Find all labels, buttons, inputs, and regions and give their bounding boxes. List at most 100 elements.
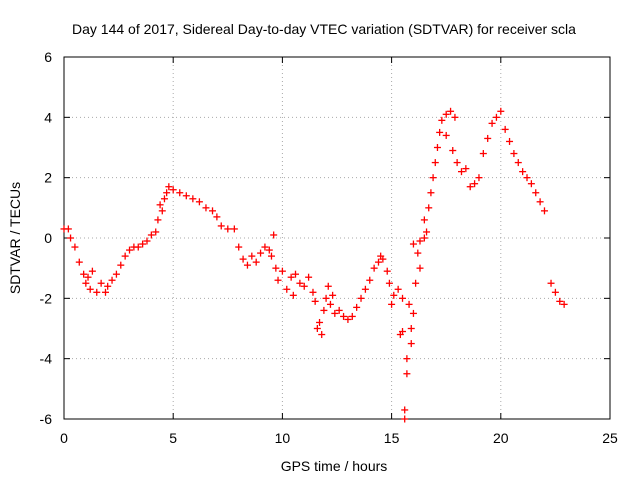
- data-point: [134, 243, 142, 251]
- data-point: [335, 306, 343, 314]
- data-point: [97, 279, 105, 287]
- data-point: [243, 261, 251, 269]
- data-point: [104, 282, 112, 290]
- data-point: [506, 137, 514, 145]
- data-point: [278, 267, 286, 275]
- data-point: [492, 113, 500, 121]
- data-series-sdtvar: [60, 107, 568, 423]
- data-point: [416, 237, 424, 245]
- data-point: [510, 150, 518, 158]
- data-point: [309, 288, 317, 296]
- data-point: [152, 228, 160, 236]
- y-tick-label: -6: [40, 411, 53, 427]
- data-point: [326, 300, 334, 308]
- data-point: [383, 267, 391, 275]
- data-point: [224, 225, 232, 233]
- data-point: [165, 183, 173, 191]
- data-point: [84, 273, 92, 281]
- data-point: [361, 285, 369, 293]
- data-point: [442, 131, 450, 139]
- data-point: [296, 279, 304, 287]
- data-point: [425, 204, 433, 212]
- data-point: [267, 252, 275, 260]
- data-point: [147, 231, 155, 239]
- data-point: [390, 291, 398, 299]
- data-point: [433, 144, 441, 151]
- data-point: [547, 279, 555, 287]
- data-point: [420, 234, 428, 242]
- data-point: [318, 331, 326, 339]
- data-point: [420, 216, 428, 224]
- data-point: [471, 180, 479, 188]
- data-point: [270, 231, 278, 239]
- data-point: [80, 270, 88, 278]
- x-axis-label: GPS time / hours: [281, 458, 388, 474]
- data-point: [409, 309, 417, 317]
- data-point: [403, 370, 411, 378]
- data-point: [340, 312, 348, 320]
- data-point: [401, 406, 409, 414]
- data-point: [101, 288, 109, 296]
- data-point: [71, 243, 79, 251]
- data-point: [265, 246, 273, 254]
- data-point: [374, 258, 382, 266]
- data-point: [523, 174, 531, 182]
- x-tick-label: 0: [60, 430, 68, 446]
- data-point: [462, 165, 470, 173]
- data-point: [248, 252, 256, 260]
- data-point: [348, 312, 356, 320]
- data-point: [527, 180, 535, 188]
- data-point: [379, 255, 387, 263]
- data-point: [239, 255, 247, 263]
- data-point: [235, 243, 243, 251]
- data-point: [176, 189, 184, 197]
- y-axis-label: SDTVAR / TECUs: [7, 182, 23, 294]
- data-point: [551, 288, 559, 296]
- data-point: [431, 159, 439, 167]
- data-point: [108, 276, 116, 284]
- data-point: [488, 119, 496, 127]
- x-tick-label: 20: [493, 430, 509, 446]
- data-point: [401, 415, 409, 423]
- data-point: [366, 276, 374, 284]
- data-point: [442, 110, 450, 118]
- data-point: [274, 276, 282, 284]
- y-tick-labels: -6 -4 -2 0 2 4 6: [40, 49, 53, 427]
- data-point: [399, 294, 407, 302]
- data-point: [126, 246, 134, 254]
- data-point: [75, 258, 83, 266]
- data-point: [416, 264, 424, 272]
- data-point: [156, 201, 164, 209]
- data-point: [540, 207, 548, 215]
- data-point: [88, 267, 96, 275]
- data-point: [324, 282, 332, 290]
- data-point: [139, 240, 147, 248]
- data-point: [423, 228, 431, 236]
- data-point: [283, 285, 291, 293]
- data-point: [436, 128, 444, 136]
- y-tick-label: -2: [40, 290, 53, 306]
- data-point: [427, 189, 435, 197]
- data-point: [357, 294, 365, 302]
- data-point: [484, 134, 492, 142]
- data-point: [252, 258, 260, 266]
- data-point: [82, 279, 90, 287]
- data-point: [370, 264, 378, 272]
- data-point: [169, 186, 177, 194]
- data-point: [453, 159, 461, 167]
- data-point: [305, 273, 313, 281]
- data-point: [322, 294, 330, 302]
- data-point: [385, 279, 393, 287]
- data-point: [292, 270, 300, 278]
- data-point: [407, 340, 415, 348]
- data-point: [189, 195, 197, 203]
- data-point: [514, 159, 522, 167]
- data-point: [154, 216, 162, 224]
- data-point: [195, 198, 203, 206]
- data-point: [112, 270, 120, 278]
- data-point: [451, 113, 459, 121]
- data-point: [272, 264, 280, 272]
- data-point: [311, 297, 319, 305]
- data-point: [158, 207, 166, 215]
